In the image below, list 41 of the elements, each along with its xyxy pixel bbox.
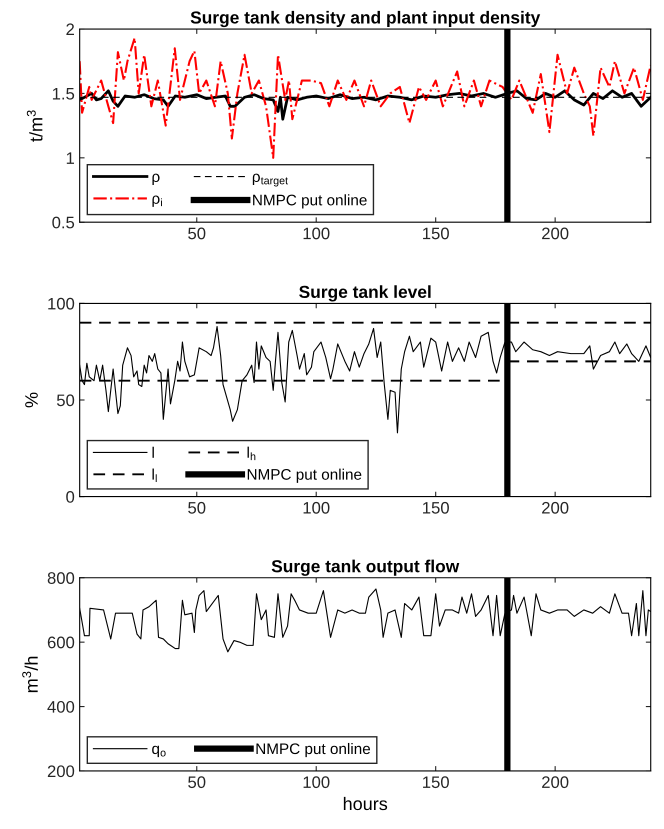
- legend-label: q$_{o}$: [152, 746, 166, 758]
- y-tick-label: 0.5: [52, 216, 74, 228]
- y-tick-label: 50: [56, 394, 74, 406]
- chart-title: Surge tank level: [299, 285, 431, 302]
- y-tick-label: 1.5: [52, 88, 74, 100]
- y-tick-label: 800: [48, 572, 74, 584]
- legend-label: ρ: [152, 174, 160, 186]
- x-tick-label: 200: [542, 776, 568, 788]
- y-tick-label: 1: [66, 152, 74, 164]
- x-tick-label: 150: [423, 776, 449, 788]
- x-tick-label: 100: [304, 502, 330, 514]
- x-tick-label: 150: [423, 502, 449, 514]
- x-tick-label: 100: [304, 776, 330, 788]
- x-tick-label: 50: [188, 776, 206, 788]
- legend-label: NMPC put online: [253, 194, 367, 208]
- x-tick-label: 150: [423, 228, 449, 240]
- legend-label: l: [152, 446, 154, 458]
- x-tick-label: 50: [188, 502, 206, 514]
- legend-label: NMPC put online: [248, 468, 362, 483]
- y-tick-label: 200: [48, 765, 74, 778]
- y-tick-label: 0: [66, 491, 74, 503]
- chart-title: Surge tank density and plant input density: [190, 10, 540, 28]
- y-axis-title: t/m$^{3}$: [26, 110, 42, 142]
- line-series: [80, 36, 651, 159]
- x-tick-label: 50: [188, 228, 206, 240]
- y-tick-label: 600: [48, 636, 74, 648]
- x-axis-title: hours: [344, 796, 388, 810]
- legend-label: ρ$_{target}$: [252, 174, 288, 186]
- y-axis-title: %: [25, 392, 38, 408]
- x-tick-label: 200: [542, 228, 568, 240]
- chart-title: Surge tank output flow: [272, 560, 460, 576]
- y-tick-label: 400: [47, 700, 74, 713]
- legend-label: ρ$_{i}$: [152, 195, 162, 207]
- legend-label: l$_{h}$: [248, 446, 256, 460]
- y-axis-title: m$^{3}$/h: [22, 656, 38, 692]
- x-tick-label: 100: [304, 228, 330, 240]
- x-tick-label: 200: [542, 502, 568, 514]
- legend-label: l$_{l}$: [152, 468, 157, 482]
- legend-label: NMPC put online: [256, 742, 370, 758]
- y-tick-label: 2: [66, 23, 74, 36]
- y-tick-label: 100: [48, 298, 74, 310]
